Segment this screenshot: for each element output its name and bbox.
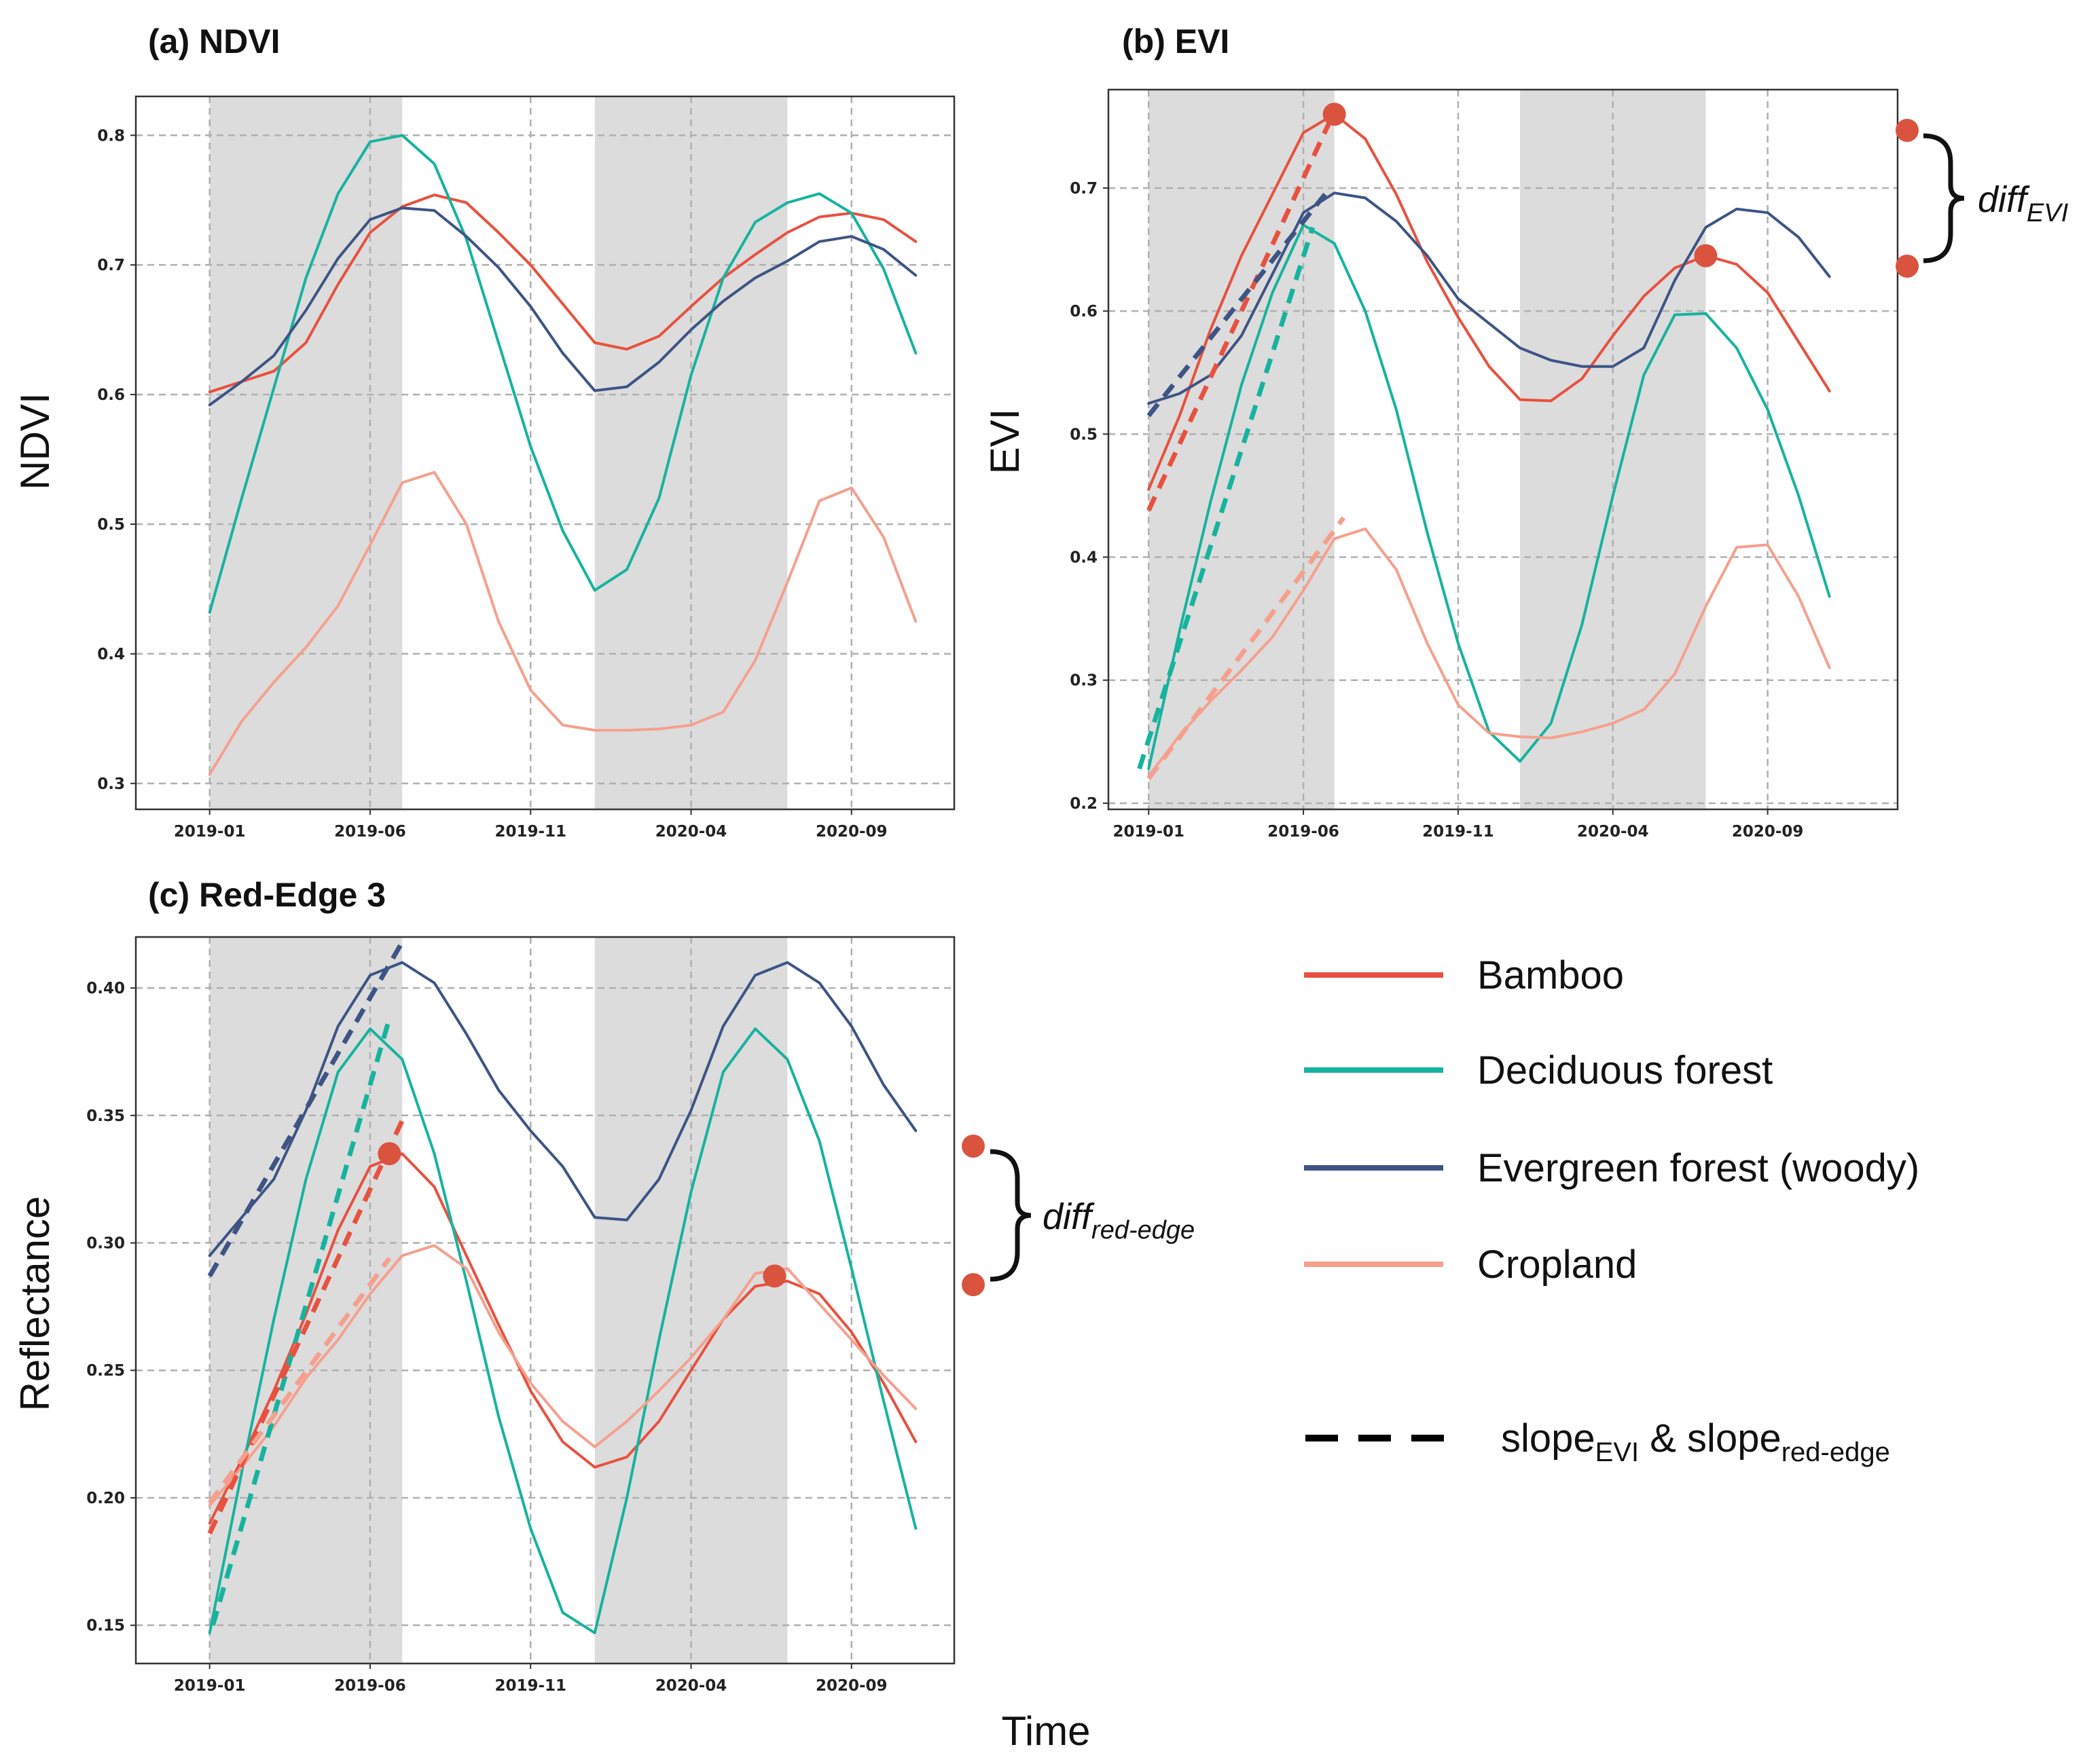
legend-label-deciduous: Deciduous forest [1477, 1048, 1773, 1092]
evi-peak-marker-1 [1694, 244, 1718, 268]
rededge-slope-cropland [207, 1256, 392, 1505]
legend-label-evergreen: Evergreen forest (woody) [1477, 1146, 1919, 1190]
evi-panel: 0.2 0.3 0.4 0.5 0.6 0.7 2019-01 2019-06 2019-11 2… [982, 22, 1899, 841]
rededge-plot-frame [134, 936, 956, 1665]
ndvi-plot-frame [134, 95, 956, 811]
evi-x-tick-label-2: 2019-11 [1422, 823, 1494, 841]
ndvi-series-deciduous [208, 134, 918, 614]
evi-series-evergreen [1147, 191, 1831, 405]
evi-slope-cropland [1146, 516, 1346, 780]
diff-red-edge-bottom-marker [962, 1273, 985, 1296]
ndvi-y-tick-label-1: 0.4 [97, 646, 125, 663]
ndvi-y-tick-label-2: 0.5 [97, 516, 125, 534]
ndvi-y-axis-title: NDVI [12, 392, 58, 490]
ndvi-x-tick-label-1: 2019-06 [334, 823, 406, 841]
rededge-y-tick-label-5: 0.40 [86, 980, 125, 997]
rededge-panel: 0.15 0.20 0.25 0.30 0.35 0.40 2019-01 2019-06 20… [12, 876, 956, 1695]
ndvi-shade-band-0 [209, 96, 403, 809]
evi-x-tick-label-1: 2019-06 [1267, 823, 1339, 841]
diff-red-edge-annotation: diffred-edge [962, 1135, 1195, 1296]
legend-item-slope: slopeEVI & slopered-edge [1305, 1416, 1890, 1467]
evi-shade-band-0 [1148, 90, 1335, 809]
legend-item-evergreen: Evergreen forest (woody) [1304, 1146, 1919, 1190]
rededge-y-tick-label-1: 0.20 [86, 1490, 125, 1507]
rededge-series-evergreen [208, 961, 918, 1257]
evi-y-tick-label-0: 0.2 [1070, 795, 1098, 813]
ndvi-x-tick-label-2: 2019-11 [494, 823, 566, 841]
ndvi-y-tick-label-0: 0.3 [97, 775, 125, 793]
rededge-peak-marker-0 [378, 1142, 401, 1166]
evi-x-tick-label-3: 2020-04 [1577, 823, 1649, 841]
ndvi-y-tick-label-4: 0.7 [97, 257, 125, 274]
rededge-series-bamboo [208, 1152, 918, 1525]
rededge-y-axis-title: Reflectance [12, 1196, 58, 1412]
ndvi-panel: 0.3 0.4 0.5 0.6 0.7 0.8 2019-01 2019-06 2019-11 2… [12, 22, 956, 841]
legend-label-cropland: Cropland [1477, 1243, 1637, 1287]
evi-plot-frame [1107, 88, 1899, 811]
diff-red-edge-brace [990, 1149, 1032, 1282]
rededge-slope-deciduous [211, 1018, 392, 1626]
diff-red-edge-top-marker [962, 1135, 985, 1158]
legend-item-cropland: Cropland [1304, 1243, 1637, 1287]
ndvi-x-tick-label-4: 2020-09 [816, 823, 888, 841]
rededge-x-tick-label-4: 2020-09 [816, 1677, 888, 1695]
evi-y-tick-label-5: 0.7 [1070, 180, 1098, 198]
rededge-slope-evergreen [207, 940, 405, 1278]
diff-evi-annotation: diffEVI [1896, 119, 2069, 278]
evi-series-cropland [1147, 527, 1831, 778]
rededge-y-tick-label-3: 0.30 [86, 1235, 125, 1253]
evi-y-tick-label-1: 0.3 [1070, 672, 1098, 690]
diff-evi-bottom-marker [1896, 255, 1919, 278]
diff-evi-top-marker [1896, 119, 1919, 142]
evi-slope-deciduous [1137, 226, 1316, 770]
rededge-x-tick-label-2: 2019-11 [494, 1677, 566, 1695]
legend-label-bamboo: Bamboo [1477, 953, 1624, 997]
ndvi-series-evergreen [208, 206, 918, 407]
ndvi-series-bamboo [208, 194, 918, 394]
evi-y-tick-label-4: 0.6 [1070, 303, 1098, 320]
evi-y-axis-title: EVI [982, 409, 1028, 475]
evi-panel-title: (b) EVI [1122, 22, 1229, 60]
rededge-shade-band-0 [209, 937, 403, 1664]
rededge-panel-title: (c) Red-Edge 3 [148, 876, 386, 914]
ndvi-series-cropland [208, 471, 918, 776]
rededge-x-tick-label-0: 2019-01 [174, 1677, 246, 1695]
ndvi-panel-title: (a) NDVI [148, 22, 280, 60]
rededge-y-tick-label-2: 0.25 [86, 1362, 125, 1380]
rededge-slope-bamboo [207, 1119, 405, 1535]
ndvi-y-tick-label-5: 0.8 [97, 127, 125, 145]
evi-x-tick-label-0: 2019-01 [1112, 823, 1184, 841]
legend: Bamboo Deciduous forest Evergreen forest… [1304, 953, 1919, 1467]
diff-evi-brace [1923, 133, 1965, 263]
legend-item-deciduous: Deciduous forest [1304, 1048, 1773, 1092]
evi-y-tick-label-3: 0.5 [1070, 426, 1098, 443]
evi-x-tick-label-4: 2020-09 [1732, 823, 1804, 841]
ndvi-x-tick-label-3: 2020-04 [655, 823, 727, 841]
ndvi-x-tick-label-0: 2019-01 [174, 823, 246, 841]
legend-label-slope: slopeEVI & slopered-edge [1501, 1416, 1890, 1467]
rededge-series-cropland [208, 1244, 918, 1507]
rededge-series-deciduous [208, 1027, 918, 1634]
rededge-y-tick-label-4: 0.35 [86, 1107, 125, 1125]
evi-y-tick-label-2: 0.4 [1070, 549, 1098, 567]
rededge-x-tick-label-3: 2020-04 [655, 1677, 727, 1695]
rededge-peak-marker-1 [763, 1264, 786, 1288]
diff-evi-label: diffEVI [1978, 179, 2069, 227]
rededge-y-tick-label-0: 0.15 [86, 1617, 125, 1635]
evi-peak-marker-0 [1322, 103, 1346, 126]
ndvi-y-tick-label-3: 0.6 [97, 386, 125, 404]
rededge-x-tick-label-1: 2019-06 [334, 1677, 406, 1695]
diff-red-edge-label: diffred-edge [1043, 1196, 1195, 1245]
x-axis-title: Time [1001, 1708, 1090, 1754]
legend-item-bamboo: Bamboo [1304, 953, 1624, 997]
